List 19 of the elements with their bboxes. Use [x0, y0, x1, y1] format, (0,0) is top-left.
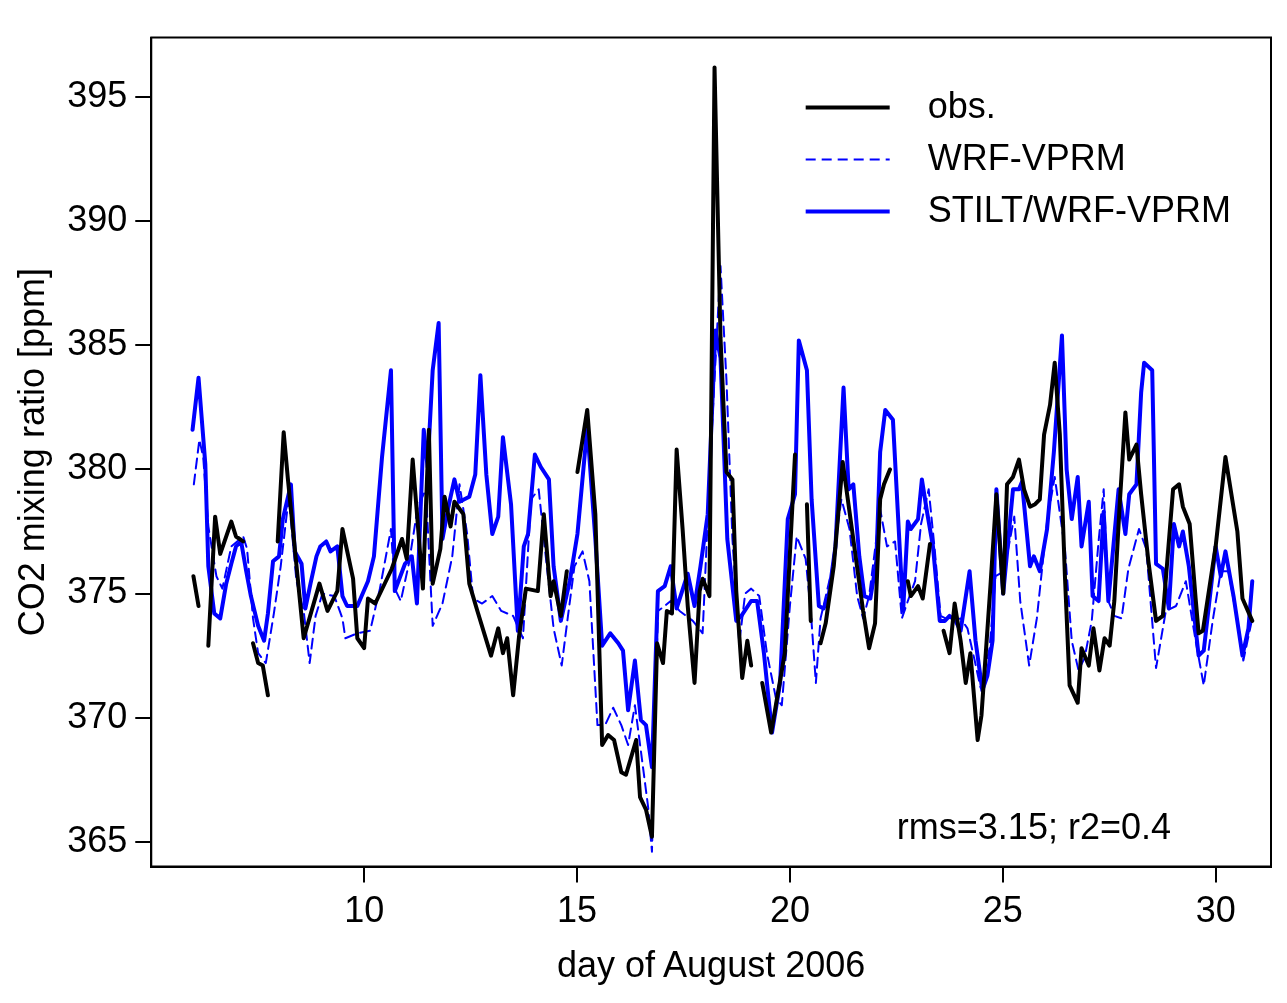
- y-tick-label: 365: [67, 818, 128, 860]
- legend-label: obs.: [927, 84, 996, 126]
- x-tick-label: 10: [344, 889, 385, 931]
- legend-label: WRF-VPRM: [927, 136, 1126, 178]
- y-axis-title: CO2 mixing ratio [ppm]: [10, 268, 52, 637]
- y-tick-label: 370: [67, 694, 128, 736]
- line-series: [192, 264, 1254, 853]
- x-tick-label: 25: [982, 889, 1023, 931]
- x-axis-title: day of August 2006: [557, 944, 866, 986]
- y-tick-label: 390: [67, 198, 128, 240]
- annotation: rms=3.15; r2=0.4: [896, 805, 1171, 847]
- x-tick-label: 15: [557, 889, 598, 931]
- x-tick-label: 20: [769, 889, 810, 931]
- x-tick-label: 30: [1195, 889, 1236, 931]
- legend-label: STILT/WRF-VPRM: [927, 188, 1231, 230]
- y-tick-label: 380: [67, 446, 128, 488]
- y-tick-label: 395: [67, 74, 128, 116]
- y-tick-label: 375: [67, 570, 128, 612]
- y-tick-label: 385: [67, 322, 128, 364]
